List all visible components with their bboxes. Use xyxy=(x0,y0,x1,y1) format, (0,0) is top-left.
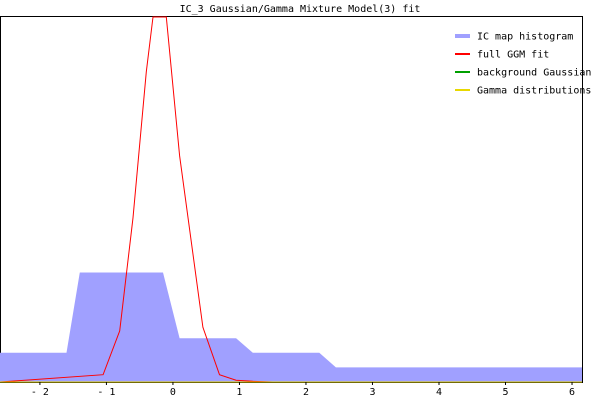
series-layer xyxy=(0,16,582,383)
x-tick-label: 1 xyxy=(236,387,242,398)
x-tick-label: 2 xyxy=(303,387,309,398)
x-tick-label: 4 xyxy=(436,387,442,398)
x-tick-label: 3 xyxy=(369,387,375,398)
x-tick-label: 6 xyxy=(569,387,575,398)
legend-label: Gamma distributions xyxy=(477,86,591,97)
chart-title: IC_3 Gaussian/Gamma Mixture Model(3) fit xyxy=(180,4,421,15)
legend-label: full GGM fit xyxy=(477,50,549,61)
x-tick-label: - 1 xyxy=(97,387,115,398)
x-tick-label: - 2 xyxy=(31,387,49,398)
legend: IC map histogram full GGM fit background G… xyxy=(455,32,591,97)
legend-label: IC map histogram xyxy=(477,32,573,43)
legend-label: background Gaussian xyxy=(477,68,591,79)
x-tick-label: 5 xyxy=(502,387,508,398)
series-0 xyxy=(0,272,582,382)
x-axis: - 2 - 1 0 1 2 3 4 5 6 xyxy=(31,382,575,398)
x-tick-label: 0 xyxy=(170,387,176,398)
series-1 xyxy=(0,16,582,383)
